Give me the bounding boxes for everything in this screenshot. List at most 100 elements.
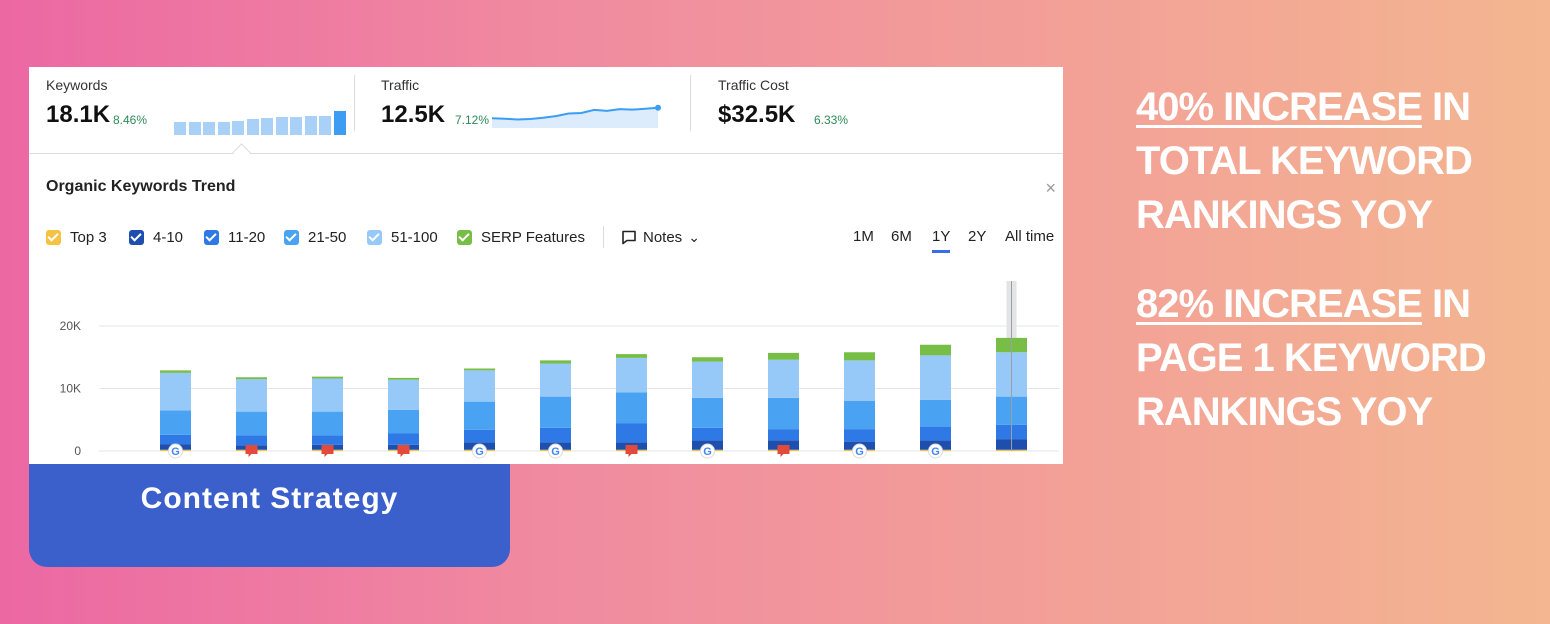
bar-segment[interactable]: [236, 377, 267, 380]
bar-segment[interactable]: [692, 361, 723, 398]
bar-segment[interactable]: [388, 433, 419, 445]
bar-segment[interactable]: [844, 352, 875, 361]
close-icon[interactable]: ×: [1045, 178, 1056, 198]
checkbox-icon[interactable]: [46, 229, 61, 245]
bar-segment[interactable]: [844, 360, 875, 401]
google-icon[interactable]: [472, 443, 487, 459]
bar-segment[interactable]: [388, 377, 419, 380]
google-icon[interactable]: [548, 443, 563, 459]
bar-segment[interactable]: [540, 427, 571, 443]
traffic-label: Traffic: [381, 77, 420, 93]
y-tick-label: 10K: [60, 382, 81, 396]
bar-segment[interactable]: [160, 370, 191, 373]
bar-segment[interactable]: [844, 401, 875, 430]
legend-divider: [603, 226, 604, 248]
note-flag-icon[interactable]: [777, 445, 790, 457]
bar-segment[interactable]: [692, 357, 723, 362]
checkbox-icon[interactable]: [204, 229, 219, 245]
legend-top3[interactable]: Top 3: [46, 226, 107, 248]
spark-bar: [188, 121, 201, 135]
bar-segment[interactable]: [616, 392, 647, 424]
bar-segment[interactable]: [920, 426, 951, 441]
bar-segment[interactable]: [160, 372, 191, 411]
keywords-sparkbars: [174, 111, 346, 135]
bar-segment[interactable]: [920, 344, 951, 356]
sparkline-area: [492, 107, 658, 128]
legend-51-100[interactable]: 51-100: [367, 226, 438, 248]
bar-segment[interactable]: [768, 359, 799, 398]
bar-segment[interactable]: [160, 410, 191, 435]
bar-segment[interactable]: [312, 378, 343, 412]
bar-segment[interactable]: [464, 370, 495, 402]
traffic-cost-metric[interactable]: Traffic Cost $32.5K 6.33%: [718, 77, 1018, 147]
period-2y[interactable]: 2Y: [968, 228, 987, 245]
period-1m[interactable]: 1M: [853, 228, 874, 245]
sparkline-endpoint: [655, 104, 661, 111]
legend-11-20[interactable]: 11-20: [204, 226, 265, 248]
google-icon[interactable]: [928, 443, 943, 459]
bar-segment[interactable]: [388, 379, 419, 410]
note-flag-icon[interactable]: [321, 445, 334, 457]
period-all-time[interactable]: All time: [1005, 228, 1055, 245]
keywords-trend-chart: 0 10K 20K G G G G G G: [60, 281, 1059, 459]
bar-segment[interactable]: [160, 434, 191, 445]
note-flag-icon[interactable]: [397, 445, 410, 457]
bar-segment[interactable]: [540, 396, 571, 428]
bar-segment[interactable]: [768, 429, 799, 441]
checkbox-icon[interactable]: [457, 229, 472, 245]
bar-segment[interactable]: [464, 368, 495, 371]
google-icon-glyph: G: [551, 446, 560, 458]
bar-segment[interactable]: [920, 355, 951, 400]
spark-bar: [203, 121, 215, 135]
period-1y[interactable]: 1Y: [932, 226, 951, 253]
note-flag-icon[interactable]: [245, 445, 258, 457]
legend-serp-features[interactable]: SERP Features: [457, 226, 585, 248]
bar-segment[interactable]: [236, 411, 267, 436]
bar-segment[interactable]: [768, 352, 799, 360]
stat-page1-rankings: 82% INCREASE IN PAGE 1 KEYWORD RANKINGS …: [1136, 277, 1487, 439]
checkbox-icon[interactable]: [129, 229, 144, 245]
bar-segment[interactable]: [540, 360, 571, 364]
stat-text: PAGE 1 KEYWORD: [1136, 336, 1487, 380]
spark-bar: [333, 111, 346, 135]
stat-text: TOTAL KEYWORD: [1136, 139, 1473, 183]
bar-segment[interactable]: [312, 411, 343, 436]
bar-segment[interactable]: [464, 401, 495, 430]
bar-segment[interactable]: [844, 429, 875, 442]
bar-segment[interactable]: [616, 357, 647, 393]
bar-segment[interactable]: [236, 435, 267, 446]
google-icon[interactable]: [700, 443, 715, 459]
note-flag-icon[interactable]: [625, 445, 638, 457]
bar-segment[interactable]: [768, 397, 799, 430]
legend-21-50[interactable]: 21-50: [284, 226, 346, 248]
bar-segment[interactable]: [312, 435, 343, 445]
legend-label: Top 3: [70, 228, 107, 246]
bar-segment[interactable]: [920, 399, 951, 427]
google-icon[interactable]: [168, 443, 183, 459]
bar-segment[interactable]: [464, 429, 495, 443]
legend-4-10[interactable]: 4-10: [129, 226, 183, 248]
period-6m[interactable]: 6M: [891, 228, 912, 245]
bar-segment[interactable]: [692, 427, 723, 441]
traffic-value: 12.5K: [381, 101, 446, 128]
checkbox-icon[interactable]: [367, 229, 382, 245]
keywords-metric[interactable]: Keywords 18.1K 8.46%: [46, 77, 346, 147]
bar-segment[interactable]: [616, 423, 647, 443]
traffic-metric[interactable]: Traffic 12.5K 7.12%: [381, 77, 681, 147]
notes-dropdown[interactable]: Notes ⌄: [621, 226, 700, 248]
stat-text: RANKINGS YOY: [1136, 193, 1433, 237]
notes-label: Notes: [643, 228, 683, 246]
traffic-cost-value: $32.5K: [718, 101, 796, 128]
legend-label: SERP Features: [481, 228, 585, 246]
trend-title: Organic Keywords Trend: [46, 178, 236, 195]
google-icon[interactable]: [852, 443, 867, 459]
bar-segment[interactable]: [540, 363, 571, 397]
bar-segment[interactable]: [692, 397, 723, 428]
bar-segment[interactable]: [616, 354, 647, 358]
checkbox-icon[interactable]: [284, 229, 299, 245]
bar-segment[interactable]: [388, 409, 419, 434]
sparkline-line: [492, 106, 659, 121]
bar-segment[interactable]: [312, 376, 343, 379]
bar-segment[interactable]: [236, 379, 267, 412]
google-icon-glyph: G: [171, 446, 180, 458]
